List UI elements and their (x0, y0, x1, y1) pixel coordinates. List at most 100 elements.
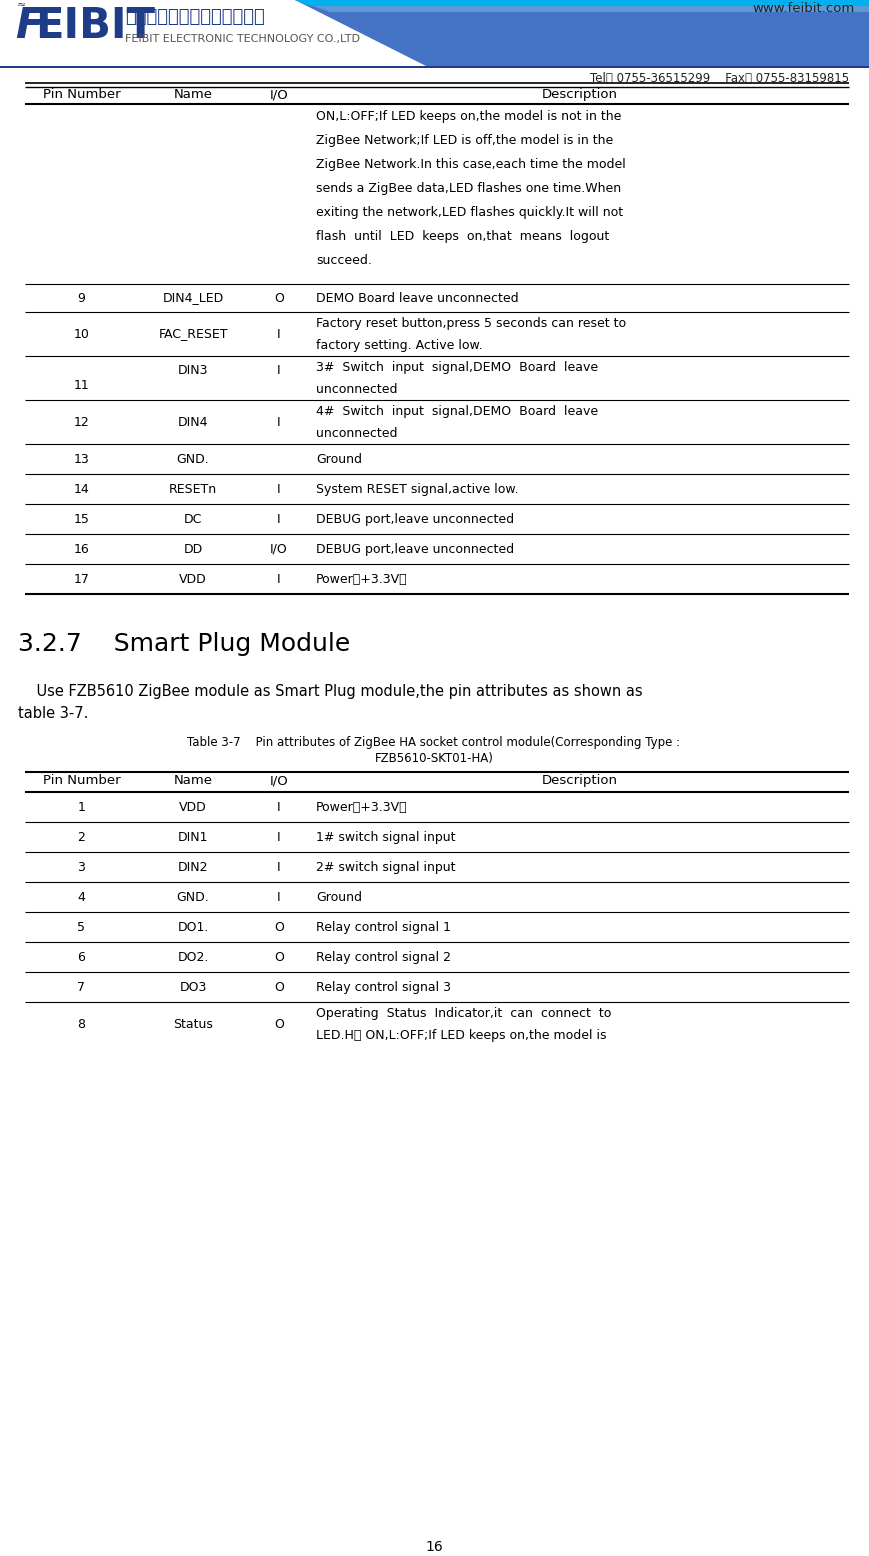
Text: I: I (277, 831, 281, 843)
Text: www.feibit.com: www.feibit.com (753, 2, 855, 16)
Text: DEBUG port,leave unconnected: DEBUG port,leave unconnected (316, 512, 514, 526)
Text: EIBIT: EIBIT (35, 5, 155, 47)
Text: 3: 3 (77, 860, 85, 873)
Text: VDD: VDD (179, 573, 207, 585)
Text: 4#  Switch  input  signal,DEMO  Board  leave: 4# Switch input signal,DEMO Board leave (316, 405, 598, 419)
Text: Description: Description (541, 773, 618, 787)
Text: Pin Number: Pin Number (43, 89, 120, 101)
Text: I: I (277, 800, 281, 814)
Text: sends a ZigBee data,LED flashes one time.When: sends a ZigBee data,LED flashes one time… (316, 182, 621, 194)
Bar (0, 65, 869, 68)
Text: 16: 16 (74, 543, 90, 555)
Text: FAC_RESET: FAC_RESET (158, 327, 228, 341)
Text: ON,L:OFF;If LED keeps on,the model is not in the: ON,L:OFF;If LED keeps on,the model is no… (316, 110, 621, 123)
Text: exiting the network,LED flashes quickly.It will not: exiting the network,LED flashes quickly.… (316, 205, 623, 219)
Text: Factory reset button,press 5 seconds can reset to: Factory reset button,press 5 seconds can… (316, 317, 627, 330)
Text: Tel： 0755-36515299    Fax： 0755-83159815: Tel： 0755-36515299 Fax： 0755-83159815 (590, 72, 849, 86)
Text: LED.H： ON,L:OFF;If LED keeps on,the model is: LED.H： ON,L:OFF;If LED keeps on,the mode… (316, 1029, 607, 1043)
Text: 16: 16 (425, 1540, 443, 1554)
Text: 2# switch signal input: 2# switch signal input (316, 860, 455, 873)
Text: O: O (274, 291, 284, 305)
Text: unconnected: unconnected (316, 383, 397, 395)
Text: DO1.: DO1. (177, 921, 209, 934)
Text: F: F (15, 5, 43, 47)
Text: 4: 4 (77, 890, 85, 904)
Text: O: O (274, 980, 284, 993)
Text: GND.: GND. (176, 890, 209, 904)
Polygon shape (295, 0, 869, 12)
Text: DO3: DO3 (179, 980, 207, 993)
Text: 9: 9 (77, 291, 85, 305)
Text: flash  until  LED  keeps  on,that  means  logout: flash until LED keeps on,that means logo… (316, 230, 609, 243)
Text: 1: 1 (77, 800, 85, 814)
Text: DIN1: DIN1 (178, 831, 209, 843)
Text: O: O (274, 951, 284, 963)
Text: O: O (274, 921, 284, 934)
Text: ZigBee Network;If LED is off,the model is in the: ZigBee Network;If LED is off,the model i… (316, 134, 614, 146)
Text: 8: 8 (77, 1018, 85, 1030)
Text: DO2.: DO2. (177, 951, 209, 963)
Text: Name: Name (174, 773, 213, 787)
Text: Table 3-7    Pin attributes of ZigBee HA socket control module(Corresponding Typ: Table 3-7 Pin attributes of ZigBee HA so… (188, 736, 680, 748)
Text: Power（+3.3V）: Power（+3.3V） (316, 573, 408, 585)
Text: Pin Number: Pin Number (43, 773, 120, 787)
Text: DIN2: DIN2 (178, 860, 209, 873)
Polygon shape (295, 0, 869, 68)
Text: I: I (277, 860, 281, 873)
Text: DIN4: DIN4 (178, 415, 209, 428)
Text: succeed.: succeed. (316, 254, 372, 268)
Text: I: I (277, 512, 281, 526)
Text: 17: 17 (74, 573, 90, 585)
Text: O: O (274, 1018, 284, 1030)
Text: 深圳市飞比电子科技有限公司: 深圳市飞比电子科技有限公司 (125, 8, 265, 26)
Text: 7: 7 (77, 980, 85, 993)
Text: 5: 5 (77, 921, 85, 934)
Text: unconnected: unconnected (316, 426, 397, 440)
Text: 12: 12 (74, 415, 90, 428)
Text: Status: Status (173, 1018, 213, 1030)
Bar (0, 0, 869, 68)
Text: 15: 15 (74, 512, 90, 526)
Text: ZigBee Network.In this case,each time the model: ZigBee Network.In this case,each time th… (316, 159, 626, 171)
Text: Ground: Ground (316, 890, 362, 904)
Text: 10: 10 (74, 327, 90, 341)
Text: Use FZB5610 ZigBee module as Smart Plug module,the pin attributes as shown as: Use FZB5610 ZigBee module as Smart Plug … (18, 685, 642, 699)
Text: I/O: I/O (270, 543, 288, 555)
Text: 14: 14 (74, 482, 90, 495)
Text: 13: 13 (74, 453, 90, 465)
Text: System RESET signal,active low.: System RESET signal,active low. (316, 482, 519, 495)
Text: factory setting. Active low.: factory setting. Active low. (316, 339, 482, 352)
Text: 11: 11 (74, 380, 90, 392)
Text: table 3-7.: table 3-7. (18, 706, 89, 720)
Text: Relay control signal 2: Relay control signal 2 (316, 951, 451, 963)
Text: 6: 6 (77, 951, 85, 963)
Text: 2: 2 (77, 831, 85, 843)
Text: Description: Description (541, 89, 618, 101)
Text: Relay control signal 3: Relay control signal 3 (316, 980, 451, 993)
Text: DIN3: DIN3 (178, 364, 209, 377)
Text: 3.2.7    Smart Plug Module: 3.2.7 Smart Plug Module (18, 632, 350, 657)
Text: 1# switch signal input: 1# switch signal input (316, 831, 455, 843)
Text: Name: Name (174, 89, 213, 101)
Text: I: I (277, 327, 281, 341)
Text: I/O: I/O (269, 773, 289, 787)
Text: RESETn: RESETn (169, 482, 217, 495)
Text: Power（+3.3V）: Power（+3.3V） (316, 800, 408, 814)
Text: DEBUG port,leave unconnected: DEBUG port,leave unconnected (316, 543, 514, 555)
Text: I: I (277, 364, 281, 377)
Text: DC: DC (184, 512, 202, 526)
Text: Ground: Ground (316, 453, 362, 465)
Text: DD: DD (183, 543, 202, 555)
Text: GND.: GND. (176, 453, 209, 465)
Text: ≈: ≈ (17, 0, 27, 9)
Text: DIN4_LED: DIN4_LED (163, 291, 223, 305)
Text: I: I (277, 482, 281, 495)
Text: DEMO Board leave unconnected: DEMO Board leave unconnected (316, 291, 519, 305)
Text: FZB5610-SKT01-HA): FZB5610-SKT01-HA) (375, 752, 494, 766)
Text: VDD: VDD (179, 800, 207, 814)
Text: 3#  Switch  input  signal,DEMO  Board  leave: 3# Switch input signal,DEMO Board leave (316, 361, 598, 373)
Polygon shape (295, 0, 869, 6)
Text: Operating  Status  Indicator,it  can  connect  to: Operating Status Indicator,it can connec… (316, 1007, 612, 1021)
Text: I/O: I/O (269, 89, 289, 101)
Text: I: I (277, 573, 281, 585)
